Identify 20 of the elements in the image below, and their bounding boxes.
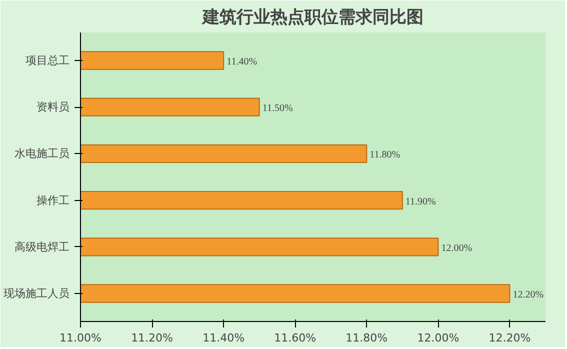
y-tick-label: 水电施工员 — [14, 147, 70, 160]
data-label: 11.50% — [262, 103, 293, 114]
x-tick-label: 11.60% — [274, 332, 316, 344]
data-label: 12.00% — [441, 242, 472, 254]
y-tick-label: 高级电焊工 — [14, 240, 70, 254]
x-tick-label: 11.00% — [60, 332, 102, 344]
chart-title: 建筑行业热点职位需求同比图 — [200, 8, 424, 28]
data-label: 11.80% — [370, 150, 400, 161]
y-tick-label: 项目总工 — [26, 54, 70, 67]
y-tick-label: 资料员 — [36, 100, 70, 114]
data-label: 11.90% — [405, 196, 436, 208]
y-tick-label: 现场施工人员 — [4, 287, 70, 300]
y-tick-label: 操作工 — [36, 194, 70, 207]
x-tick-label: 11.40% — [202, 332, 245, 344]
x-tick-label: 11.80% — [346, 332, 388, 344]
data-label: 12.20% — [512, 290, 544, 301]
x-tick-label: 11.20% — [131, 332, 174, 344]
x-tick-label: 12.00% — [417, 332, 460, 344]
data-label: 11.40% — [226, 56, 258, 68]
x-tick-label: 12.20% — [488, 332, 531, 344]
